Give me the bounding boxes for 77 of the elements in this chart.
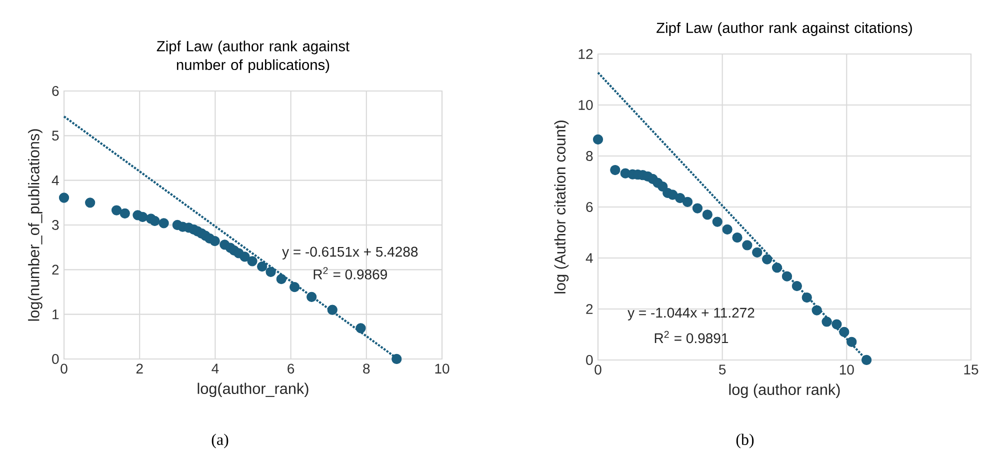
point (832, 319, 842, 330)
point (802, 292, 812, 303)
point (782, 271, 792, 282)
y-tick-label: 2 (52, 264, 59, 275)
x-tick-label: 10 (840, 364, 854, 375)
y-tick-label: 4 (52, 176, 59, 186)
point (846, 336, 857, 347)
point (58, 192, 70, 203)
chart-title: Zipf Law (author rank against number of publications) (156, 40, 350, 73)
point (85, 198, 96, 208)
y-tick-label: 5 (52, 130, 59, 141)
point (158, 218, 169, 228)
y-tick-label: 6 (52, 86, 59, 96)
y-axis-title: log(number_of_publications) (28, 129, 42, 321)
text: (a) (212, 434, 228, 448)
x-tick-label: 10 (435, 364, 450, 374)
x-tick-label: 15 (964, 364, 978, 374)
annotation: y = -1.044x + 11.272 (628, 308, 754, 320)
point (839, 326, 850, 338)
point (742, 240, 752, 250)
point (732, 232, 742, 243)
point (682, 196, 693, 207)
x-axis-title: log(author_rank) (198, 382, 308, 398)
y-tick-label: 6 (586, 202, 593, 212)
annotation: R$^{2}$ = 0.9869 (314, 267, 387, 280)
point (702, 210, 712, 220)
point (592, 134, 604, 144)
x-tick-label: 5 (719, 364, 726, 374)
x-tick-label: 6 (288, 364, 294, 374)
y-tick-label: 0 (586, 355, 593, 365)
x-tick-label: 0 (60, 364, 68, 374)
y-tick-label: 2 (586, 304, 593, 314)
x-tick-label: 8 (363, 364, 370, 374)
point (668, 190, 678, 200)
point (356, 323, 366, 334)
point (290, 282, 300, 292)
y-tick-label: 1 (52, 310, 59, 320)
point (861, 354, 872, 366)
point (692, 203, 703, 214)
y-tick-label: 12 (578, 49, 593, 59)
annotation: y = -0.6151x + 5.4288 (282, 246, 418, 260)
point (138, 212, 148, 222)
point (792, 280, 802, 292)
point (266, 266, 276, 277)
annotation: R$^{2}$ = 0.9891 (654, 330, 728, 344)
y-tick-label: 4 (586, 253, 593, 263)
point (210, 236, 220, 246)
y-tick-label: 10 (578, 100, 593, 110)
y-tick-label: 0 (52, 354, 59, 364)
x-tick-label: 0 (594, 364, 602, 375)
y-tick-label: 8 (586, 151, 593, 161)
y-axis-title: log (Author citation count) (554, 120, 569, 294)
point (327, 304, 338, 315)
point (762, 254, 772, 264)
point (610, 164, 620, 176)
point (276, 274, 286, 284)
point (812, 305, 822, 316)
point (306, 292, 317, 302)
point (772, 262, 782, 273)
point (120, 208, 130, 218)
point (674, 192, 686, 204)
chart-title: Zipf Law (author rank against citations) (656, 22, 912, 36)
point (247, 256, 258, 266)
point (392, 354, 402, 364)
x-tick-label: 2 (136, 364, 143, 374)
point (111, 205, 122, 216)
y-tick-label: 3 (52, 220, 59, 230)
point (240, 252, 250, 262)
point (712, 216, 722, 227)
point (722, 224, 732, 234)
text: (b) (736, 434, 754, 448)
point (752, 247, 762, 258)
point (150, 216, 160, 226)
point (822, 316, 832, 327)
x-tick-label: 4 (212, 364, 219, 374)
point (257, 261, 268, 272)
x-axis-title: log (author rank) (729, 384, 840, 398)
